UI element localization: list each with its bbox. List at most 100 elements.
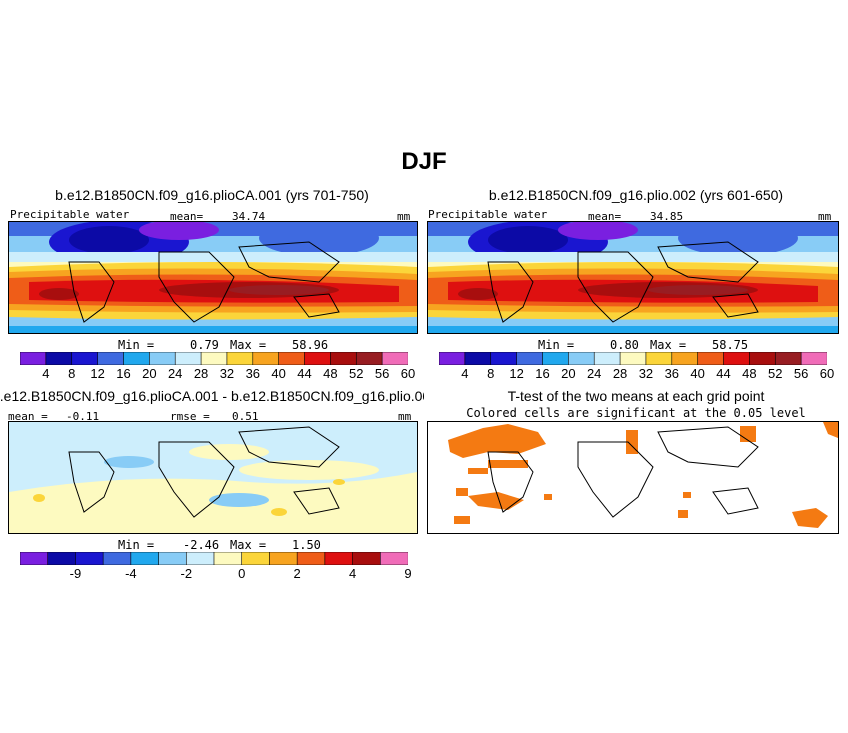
colorbar-swatch	[439, 352, 466, 365]
colorbar-swatch	[352, 552, 381, 565]
colorbar-swatch	[20, 552, 49, 565]
colorbar-swatch	[123, 352, 150, 365]
bottom-right-subtitle: Colored cells are significant at the 0.0…	[466, 406, 806, 420]
colorbar-swatch	[355, 352, 383, 365]
top-left-map	[8, 221, 418, 334]
colorbar-tick-label: 32	[219, 366, 235, 381]
colorbar-swatch	[174, 352, 202, 365]
top-right-mean-label: mean=	[588, 210, 622, 223]
colorbar-svg	[20, 552, 408, 565]
colorbar-tick-label: 20	[561, 366, 576, 381]
top-left-max-label: Max =	[230, 338, 267, 352]
bottom-left-colorbar-labels: -9 -4 -2 0 2 4 9	[20, 566, 412, 582]
colorbar-swatch	[45, 352, 73, 365]
colorbar-swatch	[75, 552, 104, 565]
colorbar-tick-label: 44	[297, 366, 312, 381]
colorbar-tick-label: 8	[487, 366, 495, 381]
colorbar-tick-label: 2	[293, 566, 301, 581]
top-right-colorbar	[439, 352, 827, 365]
top-right-max-value: 58.75	[712, 338, 749, 352]
figure-title: DJF	[401, 148, 447, 175]
colorbar-svg	[20, 352, 408, 365]
colorbar-tick-label: 52	[768, 366, 783, 381]
bottom-left-map	[8, 421, 418, 534]
colorbar-swatch	[185, 552, 215, 565]
colorbar-swatch	[149, 352, 176, 365]
colorbar-tick-label: 56	[793, 366, 809, 381]
colorbar-tick-label: 16	[535, 366, 550, 381]
colorbar-swatch	[20, 352, 47, 365]
colorbar-swatch	[490, 352, 518, 365]
colorbar-swatch	[102, 552, 132, 565]
top-right-max-label: Max =	[650, 338, 687, 352]
bottom-left-min-label: Min =	[118, 538, 155, 552]
bottom-left-max-label: Max =	[230, 538, 267, 552]
colorbar-swatch	[774, 352, 802, 365]
colorbar-swatch	[464, 352, 492, 365]
colorbar-tick-label: 32	[638, 366, 654, 381]
colorbar-swatch	[252, 352, 280, 365]
colorbar-tick-label: 24	[167, 366, 183, 381]
bottom-left-rmse-value: 0.51	[232, 410, 259, 423]
colorbar-swatch	[697, 352, 725, 365]
colorbar-swatch	[269, 552, 298, 565]
colorbar-swatch	[158, 552, 187, 565]
colorbar-tick-label: 9	[404, 566, 412, 581]
colorbar-swatch	[296, 552, 326, 565]
colorbar-swatch	[278, 352, 306, 365]
colorbar-tick-label: 52	[349, 366, 364, 381]
top-right-mean-value: 34.85	[650, 210, 684, 223]
colorbar-tick-label: 40	[690, 366, 705, 381]
bottom-right-map	[427, 421, 839, 534]
colorbar-tick-label: 36	[664, 366, 680, 381]
bottom-left-title-clip: b.e12.B1850CN.f09_g16.plioCA.001 - b.e12…	[0, 388, 424, 408]
colorbar-swatch	[97, 352, 124, 365]
top-left-mean-label: mean=	[170, 210, 204, 223]
bottom-left-rmse-label: rmse =	[170, 410, 210, 423]
top-right-min-value: 0.80	[610, 338, 639, 352]
colorbar-tick-label: 4	[42, 366, 50, 381]
colorbar-swatch	[645, 352, 673, 365]
top-left-title: b.e12.B1850CN.f09_g16.plioCA.001 (yrs 70…	[55, 187, 369, 203]
colorbar-tick-label: 28	[612, 366, 628, 381]
bottom-left-mean-label: mean =	[8, 410, 48, 423]
colorbar-swatch	[324, 552, 354, 565]
colorbar-swatch	[542, 352, 569, 365]
colorbar-tick-label: 36	[245, 366, 261, 381]
colorbar-tick-label: 12	[509, 366, 524, 381]
top-right-variable: Precipitable water	[428, 208, 548, 221]
colorbar-swatch	[71, 352, 99, 365]
top-left-units: mm	[397, 210, 411, 223]
top-right-title: b.e12.B1850CN.f09_g16.plio.002 (yrs 601-…	[488, 187, 784, 203]
colorbar-tick-label: -4	[125, 566, 137, 581]
colorbar-swatch	[381, 352, 408, 365]
colorbar-tick-label: 56	[374, 366, 390, 381]
colorbar-tick-label: 44	[716, 366, 731, 381]
colorbar-swatch	[200, 352, 228, 365]
colorbar-tick-label: -9	[69, 566, 82, 581]
colorbar-tick-label: 20	[142, 366, 157, 381]
bottom-left-title: b.e12.B1850CN.f09_g16.plioCA.001 - b.e12…	[0, 388, 424, 404]
colorbar-swatch	[800, 352, 827, 365]
colorbar-tick-label: 4	[348, 566, 357, 581]
top-right-colorbar-labels: 4 8 12 16 20 24 28 32 36 40 44 48 52 56 60	[439, 366, 834, 382]
bottom-left-units: mm	[398, 410, 412, 423]
colorbar-tick-label: -2	[180, 566, 193, 581]
colorbar-swatch	[619, 352, 647, 365]
colorbar-swatch	[379, 552, 408, 565]
top-left-min-label: Min =	[118, 338, 155, 352]
colorbar-swatch	[749, 352, 776, 365]
bottom-left-max-value: 1.50	[292, 538, 321, 552]
bottom-left-colorbar	[20, 552, 408, 565]
top-left-colorbar-labels: 4 8 12 16 20 24 28 32 36 40 44 48 52 56 60	[20, 366, 415, 382]
colorbar-tick-label: 48	[323, 366, 338, 381]
colorbar-swatch	[213, 552, 243, 565]
colorbar-tick-label: 16	[116, 366, 131, 381]
colorbar-tick-label: 28	[193, 366, 209, 381]
colorbar-swatch	[330, 352, 357, 365]
top-left-min-value: 0.79	[190, 338, 219, 352]
colorbar-swatch	[304, 352, 331, 365]
colorbar-swatch	[593, 352, 621, 365]
colorbar-tick-label: 48	[742, 366, 757, 381]
top-left-variable: Precipitable water	[10, 208, 130, 221]
